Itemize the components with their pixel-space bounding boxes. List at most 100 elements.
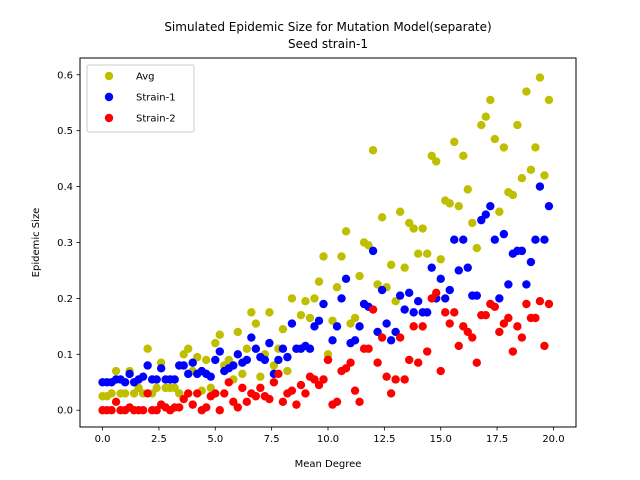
point-avg: [409, 224, 418, 233]
point-avg: [427, 151, 436, 161]
point-strain-1: [368, 246, 378, 256]
point-avg: [233, 327, 243, 337]
point-strain-2: [256, 383, 265, 393]
point-avg: [314, 277, 324, 286]
point-avg: [368, 146, 378, 155]
point-avg: [206, 383, 215, 393]
point-strain-1: [143, 361, 152, 370]
point-avg: [256, 372, 265, 381]
point-strain-2: [111, 397, 121, 407]
point-avg: [193, 352, 202, 362]
y-tick-label: 0.5: [57, 126, 73, 137]
point-avg: [355, 271, 364, 281]
point-strain-1: [332, 322, 342, 331]
point-strain-2: [211, 389, 220, 398]
legend-frame: [86, 64, 195, 133]
point-strain-1: [531, 235, 540, 244]
point-strain-1: [490, 235, 500, 244]
point-avg: [377, 213, 387, 222]
point-avg: [251, 319, 261, 328]
point-avg: [328, 316, 337, 325]
legend-marker-strain-1: [104, 92, 114, 102]
x-axis-label: Mean Degree: [295, 459, 362, 470]
y-axis-label: Epidemic Size: [31, 208, 42, 278]
point-strain-2: [432, 288, 441, 298]
point-strain-2: [441, 308, 450, 317]
point-avg: [450, 137, 459, 147]
y-tick-label: 0.2: [57, 294, 73, 305]
point-strain-1: [120, 378, 130, 387]
point-avg: [310, 294, 319, 303]
point-strain-1: [499, 229, 509, 239]
point-avg: [332, 283, 342, 292]
point-strain-1: [450, 235, 459, 244]
point-strain-1: [314, 316, 324, 325]
point-strain-2: [274, 369, 283, 379]
point-strain-1: [341, 274, 351, 284]
y-tick-label: 0.4: [57, 182, 73, 193]
point-strain-1: [310, 322, 319, 331]
point-avg: [445, 199, 454, 208]
point-strain-2: [251, 392, 261, 401]
point-avg: [522, 87, 531, 96]
legend-label-strain-1: Strain-1: [136, 93, 176, 104]
point-strain-2: [364, 344, 373, 353]
point-strain-1: [409, 308, 418, 317]
point-avg: [296, 310, 306, 320]
point-strain-1: [526, 257, 536, 267]
point-strain-1: [287, 319, 297, 328]
point-strain-1: [125, 369, 134, 379]
point-avg: [490, 134, 500, 144]
point-avg: [391, 297, 400, 306]
point-strain-2: [395, 333, 405, 342]
x-tick-label: 17.5: [486, 434, 508, 445]
point-avg: [373, 280, 382, 289]
point-strain-1: [522, 280, 531, 289]
point-avg: [472, 243, 481, 253]
point-strain-2: [499, 319, 509, 328]
point-avg: [129, 389, 139, 398]
point-strain-2: [278, 397, 288, 407]
point-strain-2: [332, 397, 342, 407]
y-tick-label: 0.0: [57, 406, 73, 417]
point-strain-2: [400, 375, 409, 384]
x-axis-ticks: 0.0 2.5 5.0 7.5 10.0 12.5 15.0 17.5 20.0: [95, 427, 565, 445]
point-strain-1: [477, 215, 486, 225]
point-strain-2: [481, 310, 491, 320]
point-strain-2: [436, 366, 445, 376]
point-strain-2: [450, 308, 459, 317]
x-tick-label: 10.0: [317, 434, 339, 445]
point-avg: [175, 389, 184, 398]
point-strain-1: [138, 372, 148, 381]
point-strain-2: [490, 302, 500, 311]
point-avg: [499, 143, 509, 152]
point-strain-2: [513, 322, 522, 331]
point-strain-2: [179, 394, 188, 404]
point-strain-1: [463, 263, 472, 272]
point-avg: [152, 383, 161, 393]
point-strain-1: [319, 299, 328, 309]
point-strain-1: [278, 344, 288, 353]
chart-subtitle: Seed strain-1: [288, 37, 368, 51]
point-avg: [143, 344, 152, 353]
point-strain-2: [377, 333, 387, 342]
point-avg: [386, 260, 396, 270]
point-strain-1: [495, 294, 504, 303]
point-avg: [540, 171, 549, 180]
point-strain-1: [152, 375, 161, 384]
point-strain-1: [251, 344, 261, 353]
x-tick-label: 5.0: [207, 434, 223, 445]
point-avg: [269, 361, 279, 370]
point-strain-2: [314, 380, 324, 390]
point-avg: [202, 355, 211, 365]
point-strain-2: [495, 327, 504, 337]
point-strain-1: [337, 294, 346, 303]
point-strain-1: [400, 305, 409, 314]
point-strain-1: [179, 361, 188, 370]
point-avg: [495, 207, 504, 216]
point-strain-2: [238, 383, 247, 393]
point-strain-1: [355, 322, 364, 331]
point-avg: [508, 190, 518, 200]
point-avg: [346, 319, 355, 328]
legend-marker-strain-2: [104, 113, 114, 123]
